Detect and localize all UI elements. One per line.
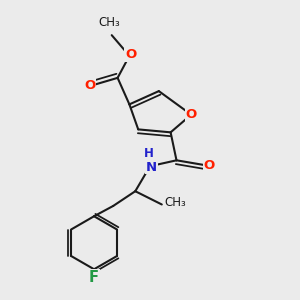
Text: N: N — [146, 160, 157, 174]
Text: F: F — [89, 270, 99, 285]
Text: O: O — [125, 48, 136, 61]
Text: O: O — [204, 159, 215, 172]
Text: O: O — [84, 79, 95, 92]
Text: H: H — [144, 147, 154, 160]
Text: CH₃: CH₃ — [165, 196, 187, 209]
Text: O: O — [186, 108, 197, 121]
Text: CH₃: CH₃ — [98, 16, 120, 29]
